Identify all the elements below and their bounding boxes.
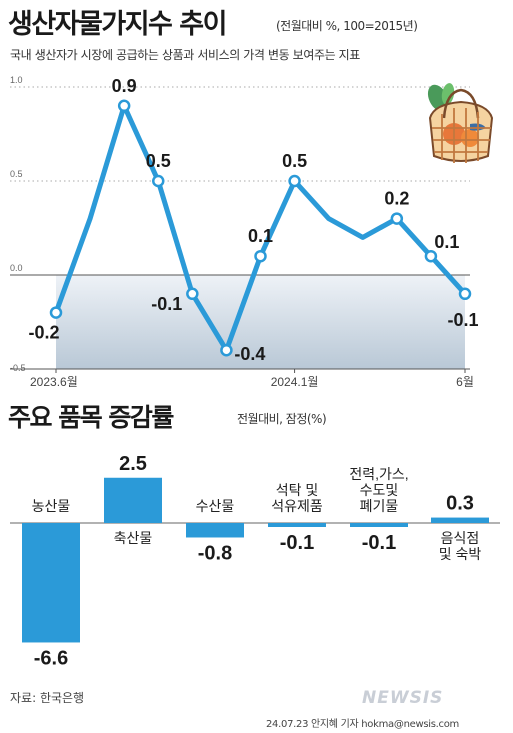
line-chart: -0.2 0.9 0.5 -0.1 -0.4 0.1 0.5 0.2 0.1 -0.1 2023.… [10,75,479,389]
data-label: -0.1 [447,310,478,330]
x-tick-label: 2024.1월 [271,375,319,389]
page-title: 생산자물가지수 추이 [8,9,227,40]
y-tick-label: 1.0 [10,75,23,85]
data-point [186,287,199,301]
shopping-bag-icon [427,83,494,163]
data-label: 0.5 [282,151,307,171]
bar [431,517,489,523]
bar-value-label: -6.6 [34,647,68,669]
bar-category-label: 전력,가스, 수도및 폐기물 [349,466,408,514]
y-tick-label: 0.5 [10,169,23,179]
data-label: -0.1 [151,294,182,314]
bar-category-label: 축산물 [114,530,153,546]
section-note: 전월대비, 잠정(%) [237,412,327,426]
data-point [458,287,472,301]
title-unit-note: (전월대비 %, 100=2015년) [276,19,418,33]
data-point [152,174,165,188]
data-point [49,306,63,319]
data-label: 0.5 [146,151,171,171]
data-label: -0.2 [28,323,59,343]
bar [350,523,408,527]
bar-value-label: -0.8 [198,542,232,564]
bar [268,523,326,527]
data-point [220,343,233,357]
section-title: 주요 품목 증감률 [8,403,174,432]
bar-category-label: 음식점 및 숙박 [439,530,482,562]
bar-value-label: -0.1 [362,532,396,554]
bar [186,523,244,538]
data-point [288,174,301,188]
source-text: 자료: 한국은행 [10,691,85,705]
bar-category-label: 농산물 [32,498,71,514]
bar [22,523,80,643]
bar-value-label: -0.1 [280,532,314,554]
bar-value-label: 0.3 [446,493,474,515]
bar [104,477,162,523]
data-label: 0.2 [384,189,409,209]
data-point [390,212,404,225]
newsis-watermark: NEWSIS [362,688,444,708]
bar-category-label: 석탁 및 석유제품 [271,482,323,514]
bar-value-label: 2.5 [119,453,147,475]
negative-area [56,275,465,369]
page-subtitle: 국내 생산자가 시장에 공급하는 상품과 서비스의 가격 변동 보여주는 지표 [10,48,360,62]
data-label: 0.1 [248,226,273,246]
x-tick-label: 6월 [456,375,474,389]
bar-category-label: 수산물 [196,498,235,514]
data-point [117,99,131,113]
data-label: 0.9 [112,76,137,96]
y-tick-label: 0.0 [10,263,23,273]
y-tick-label: -0.5 [10,363,26,373]
credit-text: 24.07.23 안지혜 기자 hokma@newsis.com [266,719,459,730]
data-label: -0.4 [234,344,265,364]
x-tick-label: 2023.6월 [30,375,78,389]
data-label: 0.1 [434,232,459,252]
data-point [254,249,267,263]
data-point [424,249,438,263]
